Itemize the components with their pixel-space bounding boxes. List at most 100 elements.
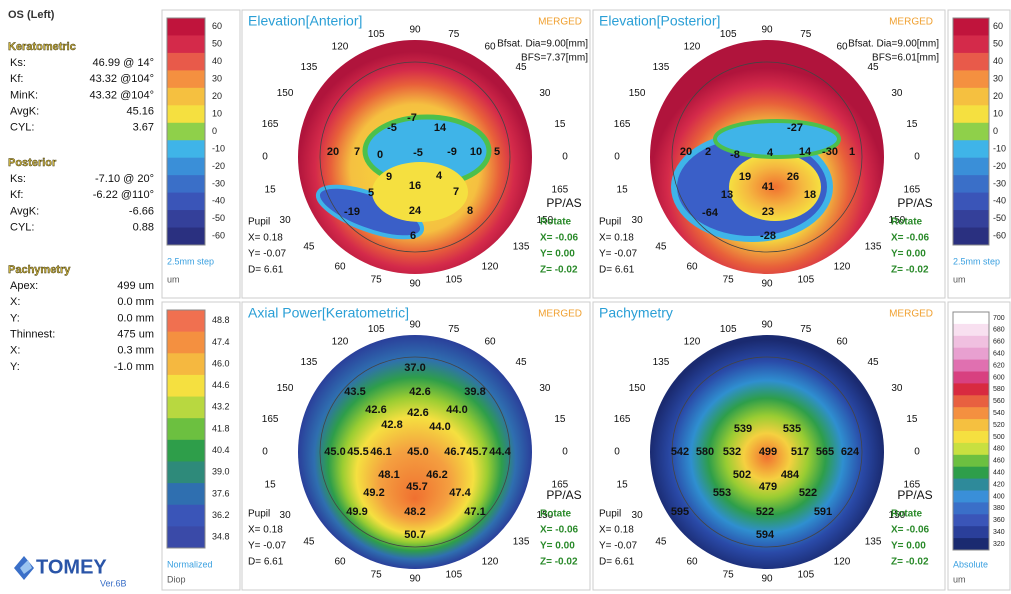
angle-label: 0 [614, 152, 620, 163]
row-label: X: [10, 345, 20, 357]
scale-band [953, 514, 989, 526]
rotate-info: Rotate [540, 217, 572, 228]
scale-tick-label: -20 [212, 161, 225, 171]
angle-label: 120 [482, 262, 499, 273]
angle-label: 0 [262, 447, 268, 458]
scale-band [953, 455, 989, 467]
scale-caption: 2.5mm step [953, 256, 1000, 266]
scale-band [167, 175, 205, 193]
scale-tick-label: 60 [993, 21, 1003, 31]
pupil-info: Y= -0.07 [248, 541, 287, 552]
angle-label: 15 [554, 119, 566, 130]
angle-label: 90 [761, 320, 773, 331]
angle-label: 165 [262, 119, 279, 130]
scale-tick-label: -10 [212, 143, 225, 153]
section-heading: Posterior [8, 157, 57, 169]
scale-band [167, 353, 205, 375]
map-value: 594 [756, 529, 775, 541]
angle-label: 105 [368, 29, 385, 40]
angle-label: 60 [484, 42, 496, 53]
map-value: 522 [799, 487, 817, 499]
scale-band [953, 383, 989, 395]
logo-text: TOMEY [36, 556, 107, 578]
scale-tick-label: 400 [993, 493, 1005, 500]
angle-label: 90 [761, 574, 773, 585]
pupil-info: D= 6.61 [248, 265, 284, 276]
scale-band [167, 35, 205, 53]
rotate-info: X= -0.06 [891, 233, 930, 244]
scale-tick-label: 600 [993, 374, 1005, 381]
map-value: 2 [705, 146, 711, 158]
row-label: Kf: [10, 189, 23, 201]
row-value: 3.67 [133, 122, 154, 134]
angle-label: 45 [655, 536, 667, 547]
angle-label: 30 [891, 383, 903, 394]
angle-label: 75 [448, 324, 460, 335]
merged-badge: MERGED [889, 309, 933, 320]
angle-label: 15 [554, 414, 566, 425]
scale-tick-label: 700 [993, 315, 1005, 322]
scale-tick-label: 50 [212, 39, 222, 49]
map-value: -64 [702, 207, 719, 219]
pupil-info: X= 0.18 [248, 525, 283, 536]
angle-label: 120 [684, 42, 701, 53]
scale-tick-label: 480 [993, 446, 1005, 453]
map-value: 44.0 [429, 421, 450, 433]
map-value: 7 [354, 146, 360, 158]
pupil-info: Pupil [248, 509, 270, 520]
map-value: 5 [494, 146, 500, 158]
scale-band [953, 479, 989, 491]
scale-caption: 2.5mm step [167, 256, 214, 266]
angle-label: 90 [409, 574, 421, 585]
scale-band [953, 123, 989, 141]
scale-band [953, 18, 989, 36]
angle-label: 135 [865, 536, 882, 547]
scale-tick-label: 46.0 [212, 358, 230, 368]
map-value: 5 [368, 187, 374, 199]
scale-tick-label: 40 [212, 56, 222, 66]
scale-tick-label: 620 [993, 362, 1005, 369]
scale-tick-label: 420 [993, 481, 1005, 488]
map-value: 7 [453, 186, 459, 198]
scale-band [953, 491, 989, 503]
scale-band [953, 431, 989, 443]
fit-info: BFS=6.01[mm] [872, 53, 939, 64]
scale-tick-label: 60 [212, 21, 222, 31]
map-value: 14 [799, 146, 812, 158]
scale-band [167, 483, 205, 505]
row-label: Apex: [10, 280, 38, 292]
row-value: -6.66 [129, 205, 154, 217]
scale-tick-label: -20 [993, 161, 1006, 171]
map-value: 39.8 [464, 386, 485, 398]
scale-band [167, 332, 205, 354]
scale-band [167, 123, 205, 141]
angle-label: 75 [371, 274, 383, 285]
angle-label: 75 [800, 324, 812, 335]
map-region [729, 153, 821, 221]
angle-label: 105 [368, 324, 385, 335]
map-value: 624 [841, 446, 860, 458]
pupil-info: X= 0.18 [599, 233, 634, 244]
scale-tick-label: 10 [212, 108, 222, 118]
angle-label: 45 [516, 62, 528, 73]
angle-label: 150 [277, 88, 294, 99]
scale-tick-label: 20 [993, 91, 1003, 101]
angle-label: 105 [445, 569, 462, 580]
rotate-info: Y= 0.00 [540, 249, 575, 260]
angle-label: 30 [632, 510, 644, 521]
scale-tick-label: 20 [212, 91, 222, 101]
scale-tick-label: 380 [993, 505, 1005, 512]
scale-band [953, 336, 989, 348]
logo: TOMEY Ver.6B [14, 556, 127, 588]
scale-tick-label: 560 [993, 398, 1005, 405]
fit-info: Bfsat. Dia=9.00[mm] [848, 39, 939, 50]
map: Elevation[Anterior]MERGEDBfsat. Dia=9.00… [248, 13, 588, 290]
scale-tick-label: 37.6 [212, 488, 230, 498]
map-value: 46.2 [426, 469, 447, 481]
topography-screen: TOMEY Ver.6B OS (Left) KeratometricKs:46… [0, 0, 1011, 594]
scale-band [167, 375, 205, 397]
scale-tick-label: -30 [212, 178, 225, 188]
row-label: X: [10, 296, 20, 308]
scale-tick-label: 0 [993, 126, 998, 136]
scale-tick-label: 320 [993, 541, 1005, 548]
